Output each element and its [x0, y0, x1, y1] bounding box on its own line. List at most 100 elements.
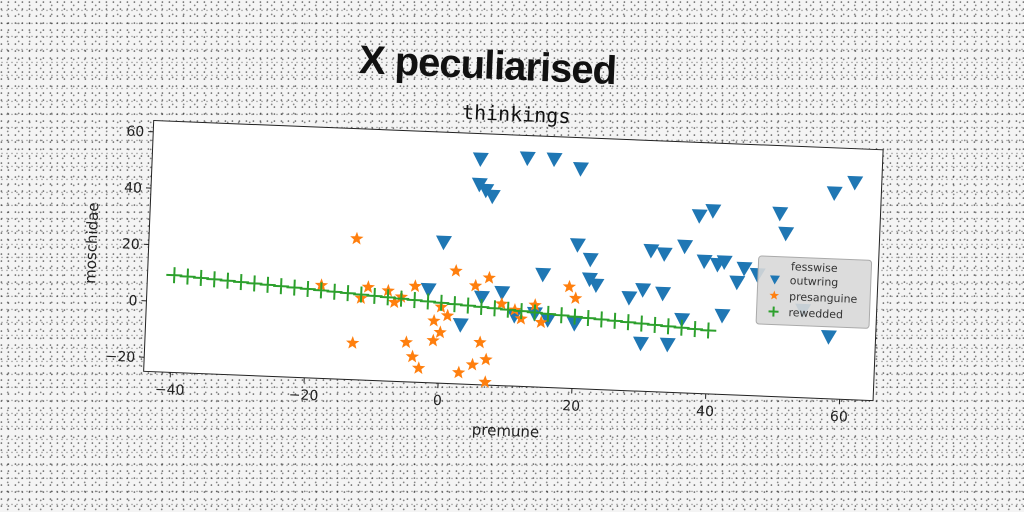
data-marks [166, 151, 864, 388]
rewedded-point [606, 312, 623, 329]
presanguine-point [361, 280, 375, 294]
y-tick-label: −20 [105, 349, 135, 366]
y-tick-label: 40 [124, 180, 142, 197]
rewedded-point [313, 282, 330, 299]
legend-marker-presanguine [769, 290, 780, 300]
outwring-point [716, 255, 733, 270]
outwring-point [656, 247, 673, 262]
presanguine-point [408, 279, 422, 293]
x-tick-label: −20 [288, 387, 318, 404]
rewedded-point [166, 267, 183, 284]
axis-ticks: −40 −20 0 20 40 60 −20 0 20 40 60 [105, 124, 848, 426]
rewedded-point [526, 304, 543, 321]
rewedded-point [419, 293, 436, 310]
rewedded-point [339, 285, 356, 302]
rewedded-point [353, 286, 370, 303]
outwring-point [705, 203, 722, 219]
outwring-point [778, 226, 795, 242]
rewedded-point [286, 279, 303, 296]
rewedded-point [326, 283, 343, 300]
outwring-point [729, 275, 746, 291]
x-tick-label: 20 [562, 398, 580, 415]
y-tick-label: 20 [122, 236, 140, 253]
presanguine-point [452, 365, 466, 379]
outwring-point [847, 175, 864, 191]
legend-marker-rewedded [768, 306, 779, 317]
rewedded-point [580, 309, 597, 327]
presanguine-point [387, 295, 402, 309]
rewedded-point [433, 294, 450, 311]
presanguine-point [426, 333, 440, 347]
legend-title: fesswise [791, 260, 838, 275]
legend-label-presanguine: presanguine [789, 290, 858, 306]
presanguine-point [482, 270, 496, 284]
rewedded-point [406, 292, 423, 309]
presanguine-point [440, 308, 455, 322]
x-tick-label: 60 [830, 409, 848, 426]
outwring-point [633, 336, 650, 352]
presanguine-point [346, 335, 360, 349]
presanguine-point [569, 291, 583, 305]
outwring-point [659, 337, 676, 353]
outwring-point [696, 254, 713, 270]
presanguine-point [479, 352, 493, 366]
outwring-point [472, 152, 489, 168]
rewedded-point [446, 296, 463, 313]
rewedded-point [633, 315, 650, 332]
presanguine-point [405, 349, 420, 363]
presanguine-point [562, 279, 577, 293]
outwring-point [677, 239, 694, 255]
outwring-point [820, 330, 837, 345]
outwring-point [736, 261, 753, 277]
outwring-point [506, 308, 523, 324]
rewedded-point [219, 272, 236, 289]
outwring-point [569, 238, 586, 253]
chart-title: thinkings [462, 100, 571, 128]
rewedded-point [459, 297, 477, 314]
rewedded-point [673, 319, 690, 336]
y-axis-label: moschidae [81, 202, 102, 284]
presanguine-point [449, 263, 463, 277]
outwring-point [474, 290, 490, 306]
chart-plot-group: thinkings −40 −20 0 20 40 60 −20 0 20 40 60 premun… [81, 100, 884, 441]
y-tick-label: 60 [126, 124, 144, 141]
rewedded-point [299, 280, 316, 298]
outwring-point [581, 272, 598, 288]
outwring-point [420, 282, 437, 298]
rewedded-point [620, 314, 637, 331]
presanguine-point [427, 313, 441, 327]
presanguine-point [478, 375, 492, 388]
outwring-point [546, 152, 563, 168]
rewedded-point [540, 305, 557, 322]
outwring-point [582, 252, 599, 268]
rewedded-point [259, 276, 276, 293]
legend-box [755, 255, 873, 329]
legend-label-rewedded: rewedded [788, 306, 843, 321]
y-tick-label: 0 [128, 293, 138, 309]
rewedded-point [206, 271, 223, 288]
presanguine-point [495, 296, 509, 310]
rewedded-point [660, 318, 677, 335]
outwring-point [714, 308, 731, 324]
outwring-point [452, 318, 469, 333]
presanguine-point [433, 325, 447, 339]
outwring-point [643, 243, 660, 259]
rewedded-point [246, 275, 263, 292]
outwring-point [573, 161, 589, 177]
x-tick-label: 0 [433, 393, 443, 409]
outwring-point [621, 290, 638, 306]
presanguine-point [473, 335, 487, 349]
presanguine-point [468, 278, 483, 292]
rewedded-point [646, 316, 663, 333]
presanguine-point [399, 335, 413, 349]
presanguine-point [534, 315, 548, 329]
outwring-point [635, 283, 652, 298]
rewedded-point [553, 307, 570, 324]
outwring-point [494, 285, 511, 301]
plot-area [143, 119, 884, 402]
rewedded-point [179, 268, 196, 285]
outwring-point [484, 189, 501, 205]
rewedded-point [513, 303, 530, 320]
